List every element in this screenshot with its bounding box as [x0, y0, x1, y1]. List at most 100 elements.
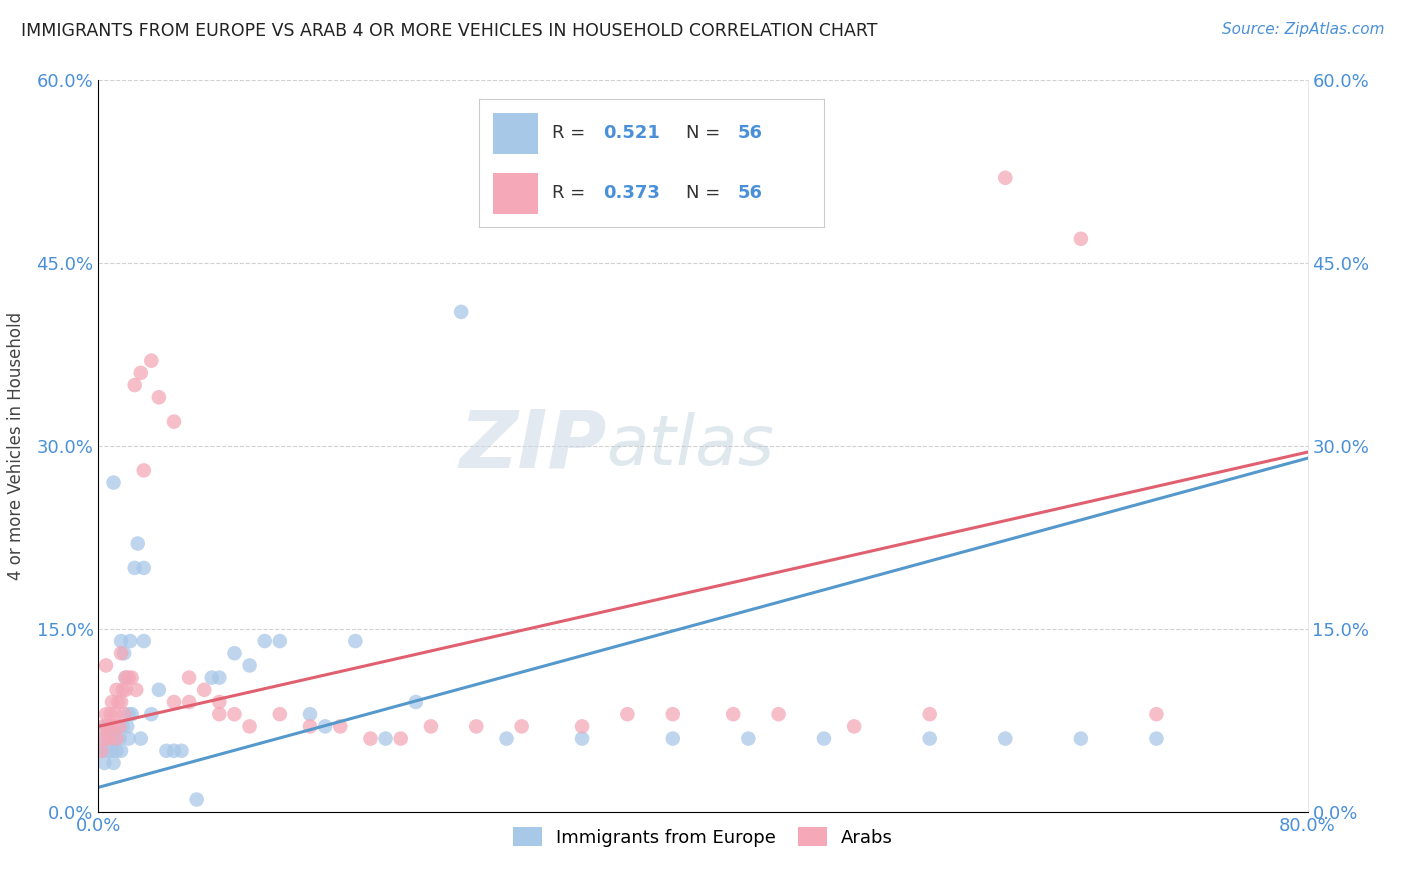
Point — [141, 353, 163, 368]
Point — [104, 731, 127, 746]
Point — [94, 658, 117, 673]
Point — [124, 378, 146, 392]
Point — [813, 731, 835, 746]
Point — [111, 719, 134, 733]
Point — [120, 634, 142, 648]
Point — [141, 707, 163, 722]
Point — [163, 415, 186, 429]
Point — [93, 756, 115, 770]
Point — [661, 707, 683, 722]
Point — [110, 646, 132, 660]
Point — [108, 719, 131, 733]
Point — [103, 475, 125, 490]
Point — [114, 671, 136, 685]
Point — [118, 731, 141, 746]
Point — [201, 671, 224, 685]
Point — [163, 695, 186, 709]
Point — [91, 719, 114, 733]
Point — [269, 707, 291, 722]
Text: ZIP: ZIP — [458, 407, 606, 485]
Point — [103, 719, 125, 733]
Point — [360, 731, 382, 746]
Y-axis label: 4 or more Vehicles in Household: 4 or more Vehicles in Household — [7, 312, 25, 580]
Point — [844, 719, 866, 733]
Point — [148, 682, 170, 697]
Point — [111, 682, 134, 697]
Point — [98, 731, 121, 746]
Point — [253, 634, 276, 648]
Point — [110, 744, 132, 758]
Point — [155, 744, 177, 758]
Point — [124, 561, 146, 575]
Point — [105, 744, 128, 758]
Legend: Immigrants from Europe, Arabs: Immigrants from Europe, Arabs — [506, 820, 900, 854]
Point — [101, 695, 124, 709]
Point — [179, 671, 201, 685]
Point — [108, 731, 131, 746]
Point — [163, 744, 186, 758]
Point — [112, 707, 135, 722]
Point — [110, 695, 132, 709]
Point — [90, 744, 112, 758]
Point — [510, 719, 533, 733]
Point — [193, 682, 215, 697]
Point — [450, 305, 472, 319]
Point — [114, 671, 136, 685]
Point — [994, 731, 1017, 746]
Point — [571, 719, 593, 733]
Point — [118, 671, 141, 685]
Point — [107, 695, 129, 709]
Point — [465, 719, 488, 733]
Point — [208, 707, 231, 722]
Point — [224, 646, 246, 660]
Point — [132, 634, 155, 648]
Point — [103, 756, 125, 770]
Point — [208, 695, 231, 709]
Point — [616, 707, 638, 722]
Point — [110, 634, 132, 648]
Point — [125, 682, 148, 697]
Point — [994, 170, 1017, 185]
Point — [100, 719, 122, 733]
Point — [112, 646, 135, 660]
Point — [148, 390, 170, 404]
Point — [132, 561, 155, 575]
Point — [96, 744, 118, 758]
Point — [105, 682, 128, 697]
Point — [132, 463, 155, 477]
Point — [115, 719, 138, 733]
Point — [239, 719, 262, 733]
Text: Source: ZipAtlas.com: Source: ZipAtlas.com — [1222, 22, 1385, 37]
Point — [101, 744, 124, 758]
Point — [107, 719, 129, 733]
Point — [93, 731, 115, 746]
Point — [737, 731, 759, 746]
Point — [571, 731, 593, 746]
Point — [129, 731, 152, 746]
Point — [1146, 707, 1168, 722]
Point — [723, 707, 745, 722]
Point — [127, 536, 149, 550]
Point — [405, 695, 427, 709]
Point — [374, 731, 396, 746]
Point — [118, 707, 141, 722]
Point — [186, 792, 208, 806]
Point — [104, 707, 127, 722]
Point — [96, 719, 118, 733]
Point — [768, 707, 790, 722]
Point — [239, 658, 262, 673]
Point — [918, 707, 941, 722]
Point — [121, 707, 143, 722]
Point — [208, 671, 231, 685]
Point — [100, 707, 122, 722]
Point — [299, 719, 322, 733]
Point — [661, 731, 683, 746]
Point — [94, 707, 117, 722]
Text: atlas: atlas — [606, 412, 775, 480]
Point — [1146, 731, 1168, 746]
Point — [329, 719, 352, 733]
Point — [98, 731, 121, 746]
Point — [105, 731, 128, 746]
Point — [91, 731, 114, 746]
Point — [389, 731, 412, 746]
